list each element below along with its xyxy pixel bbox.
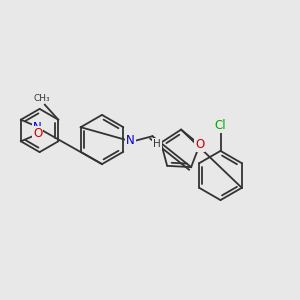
Text: N: N xyxy=(126,134,135,147)
Text: H: H xyxy=(153,139,161,149)
Text: O: O xyxy=(33,127,42,140)
Text: N: N xyxy=(33,121,42,134)
Text: CH₃: CH₃ xyxy=(34,94,50,103)
Text: O: O xyxy=(195,138,204,151)
Text: Cl: Cl xyxy=(215,119,226,132)
